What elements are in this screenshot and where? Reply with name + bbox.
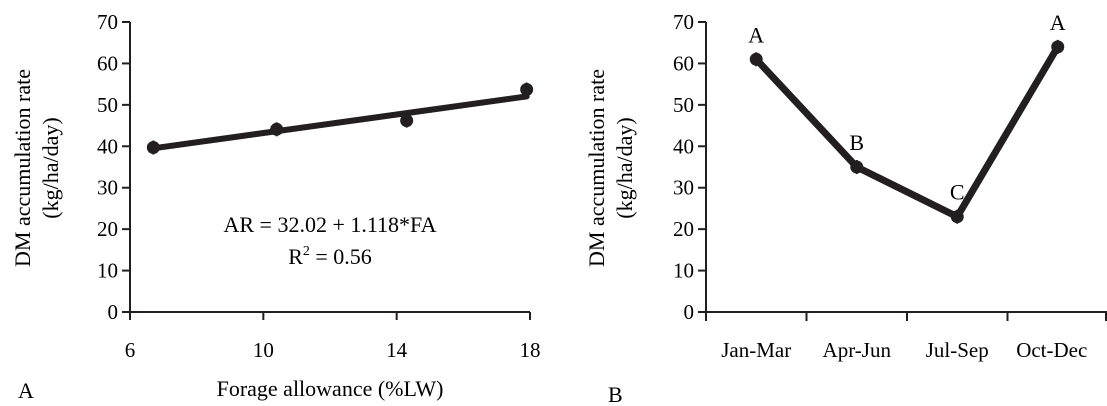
panel-a-y-tick-label: 20	[97, 217, 118, 241]
panel-b-y-axis-label-line1: DM accumulation rate	[584, 69, 609, 267]
panel-b-x-category-label: Oct-Dec	[1016, 338, 1087, 362]
panel-b-letter-label: A	[748, 22, 764, 47]
panel-b-y-axis-label-line2: (kg/ha/day)	[612, 117, 637, 218]
panel-b-y-tick-label: 30	[673, 176, 694, 200]
panel-a-r-squared: R2 = 0.56	[288, 244, 372, 269]
panel-a-data-point	[270, 122, 284, 136]
panel-b-significance-letters: A B C A	[748, 10, 1066, 205]
panel-b-x-category-label: Jan-Mar	[721, 338, 791, 362]
panel-b-y-tick-label: 20	[673, 217, 694, 241]
panel-b-data-point	[1051, 40, 1065, 54]
panel-a-y-axis-ticks: 0 10 20 30 40 50 60 70	[97, 10, 130, 324]
panel-a-x-tick-label: 18	[520, 338, 541, 362]
panel-a-y-tick-label: 40	[97, 134, 118, 158]
panel-b-letter-label: B	[849, 130, 864, 155]
panel-b-letter-label: C	[950, 180, 965, 205]
panel-b-y-tick-label: 10	[673, 259, 694, 283]
panel-a-x-tick-label: 14	[386, 338, 408, 362]
panel-b-data-point	[850, 160, 864, 174]
panel-b-y-tick-label: 0	[684, 300, 695, 324]
panel-a-y-tick-label: 60	[97, 51, 118, 75]
panel-a-y-axis-label-line2: (kg/ha/day)	[38, 117, 63, 218]
panel-a-x-axis-ticks: 6 10 14 18	[125, 312, 541, 362]
panel-a-data-point	[400, 114, 414, 128]
panel-a-x-tick-label: 6	[125, 338, 136, 362]
panel-a-y-tick-label: 30	[97, 176, 118, 200]
panel-b-y-tick-label: 40	[673, 134, 694, 158]
panel-b-x-category-label: Jul-Sep	[926, 338, 989, 362]
panel-a-regression-line	[150, 93, 530, 152]
panel-a-label: A	[18, 378, 34, 403]
panel-b-x-category-label: Apr-Jun	[823, 338, 892, 362]
panel-a-data-points	[146, 82, 534, 155]
panel-b-chart: 0 10 20 30 40 50 60 70 Jan-Mar Apr-Jun Jul-Sep Oct…	[584, 10, 1107, 406]
panel-b-y-tick-label: 70	[673, 10, 694, 34]
panel-b-series-line	[752, 43, 1062, 221]
panel-b-y-tick-label: 60	[673, 51, 694, 75]
panel-a-y-tick-label: 70	[97, 10, 118, 34]
r2-prefix: R	[288, 244, 303, 269]
panel-b-y-tick-label: 50	[673, 93, 694, 117]
panel-a-y-tick-label: 10	[97, 259, 118, 283]
panel-b-label: B	[608, 382, 623, 406]
panel-b-data-points	[749, 39, 1065, 224]
panel-a-data-point	[146, 141, 160, 155]
panel-a-x-axis-label: Forage allowance (%LW)	[217, 376, 444, 401]
panel-a-equation: AR = 32.02 + 1.118*FA	[223, 212, 436, 237]
panel-a-y-axis-label-line1: DM accumulation rate	[10, 69, 35, 267]
panel-b-x-axis-ticks: Jan-Mar Apr-Jun Jul-Sep Oct-Dec	[705, 312, 1107, 362]
panel-b-data-point	[950, 210, 964, 224]
panel-a-data-point	[520, 83, 534, 97]
panel-a-chart: 0 10 20 30 40 50 60 70 6 10 14 18 AR = 32.02 + 1.1…	[10, 10, 541, 403]
panel-a-y-tick-label: 0	[108, 300, 119, 324]
panel-a-x-tick-label: 10	[253, 338, 274, 362]
panel-b-y-axis-ticks: 0 10 20 30 40 50 60 70	[673, 10, 706, 324]
r2-suffix: = 0.56	[310, 244, 372, 269]
panel-b-data-point	[749, 52, 763, 66]
r2-superscript: 2	[303, 244, 310, 259]
panel-b-letter-label: A	[1050, 10, 1066, 35]
panel-a-y-tick-label: 50	[97, 93, 118, 117]
